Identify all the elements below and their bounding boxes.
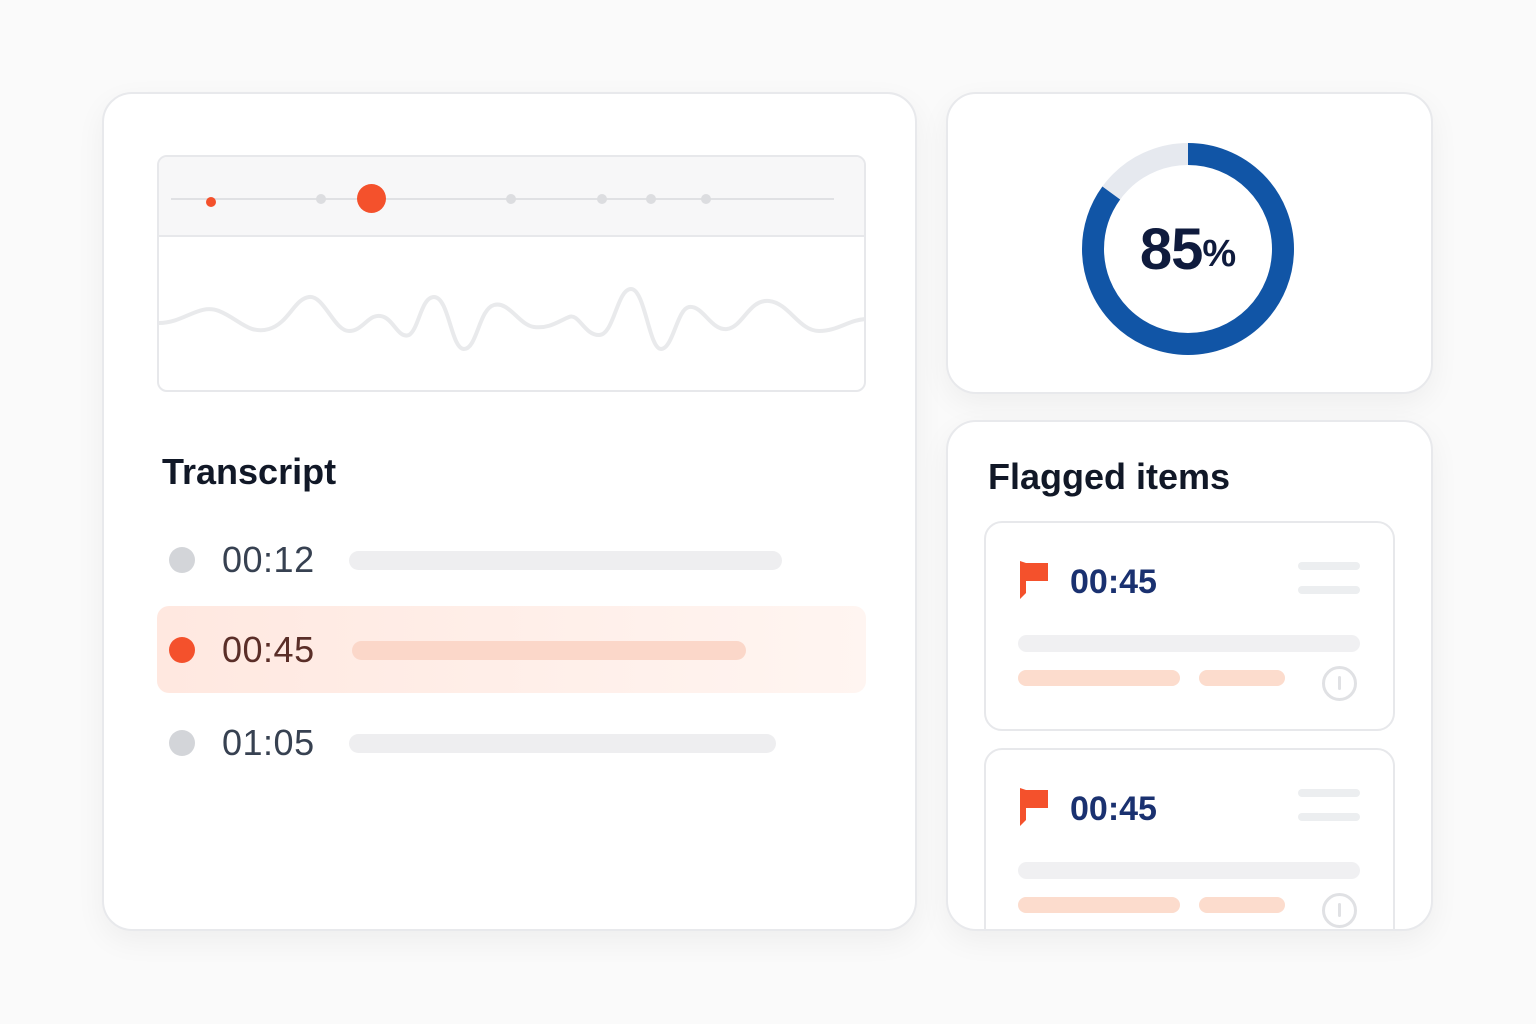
row-timestamp: 01:05: [222, 722, 315, 763]
info-icon[interactable]: [1322, 666, 1357, 701]
transcript-row[interactable]: 01:05: [157, 699, 866, 786]
flag-text-placeholder: [1018, 862, 1360, 879]
score-card: 85%: [946, 92, 1433, 394]
flag-tag-placeholder: [1018, 897, 1180, 913]
score-value: 85: [1139, 216, 1204, 282]
flagged-item[interactable]: 00:45: [984, 521, 1395, 731]
transcript-title: Transcript: [162, 451, 337, 492]
flagged-title: Flagged items: [988, 456, 1231, 497]
flagged-items-card: Flagged items 00:45 00:45: [946, 420, 1433, 931]
row-status-dot: [169, 730, 195, 756]
timeline-marker[interactable]: [597, 194, 607, 204]
score-label: 85%: [1081, 142, 1295, 356]
row-timestamp: 00:12: [222, 539, 315, 580]
timeline-marker[interactable]: [701, 194, 711, 204]
transcript-row[interactable]: 00:12: [157, 516, 866, 603]
flagged-timestamp: 00:45: [1070, 790, 1157, 828]
flagged-timestamp: 00:45: [1070, 563, 1157, 601]
flag-icon: [1020, 561, 1048, 599]
waveform-graphic: [159, 286, 864, 352]
menu-line: [1298, 562, 1360, 570]
info-icon[interactable]: [1322, 893, 1357, 928]
playhead-marker[interactable]: [357, 184, 386, 213]
transcript-row-active[interactable]: 00:45: [157, 606, 866, 693]
flagged-item[interactable]: 00:45: [984, 748, 1395, 929]
menu-line: [1298, 789, 1360, 797]
audio-waveform-panel[interactable]: [157, 155, 866, 392]
row-status-dot: [169, 547, 195, 573]
score-donut-chart: [1082, 143, 1294, 355]
row-text-placeholder: [349, 551, 782, 570]
timeline-marker[interactable]: [506, 194, 516, 204]
timeline-marker[interactable]: [646, 194, 656, 204]
flag-text-placeholder: [1018, 635, 1360, 652]
flag-tag-placeholder: [1199, 897, 1285, 913]
row-status-dot-active: [169, 637, 195, 663]
row-timestamp: 00:45: [222, 629, 315, 670]
row-text-placeholder: [352, 641, 746, 660]
donut-progress: [1082, 143, 1294, 355]
flag-tag-placeholder: [1199, 670, 1285, 686]
score-percent-sign: %: [1202, 232, 1237, 275]
timeline-start-marker[interactable]: [206, 197, 216, 207]
flag-tag-placeholder: [1018, 670, 1180, 686]
timeline-bar[interactable]: [159, 157, 864, 237]
menu-line: [1298, 813, 1360, 821]
row-text-placeholder: [349, 734, 776, 753]
transcript-card: Transcript 00:12 00:45 01:05: [102, 92, 917, 931]
timeline-track[interactable]: [171, 198, 834, 200]
menu-line: [1298, 586, 1360, 594]
flag-icon: [1020, 788, 1048, 826]
timeline-marker[interactable]: [316, 194, 326, 204]
